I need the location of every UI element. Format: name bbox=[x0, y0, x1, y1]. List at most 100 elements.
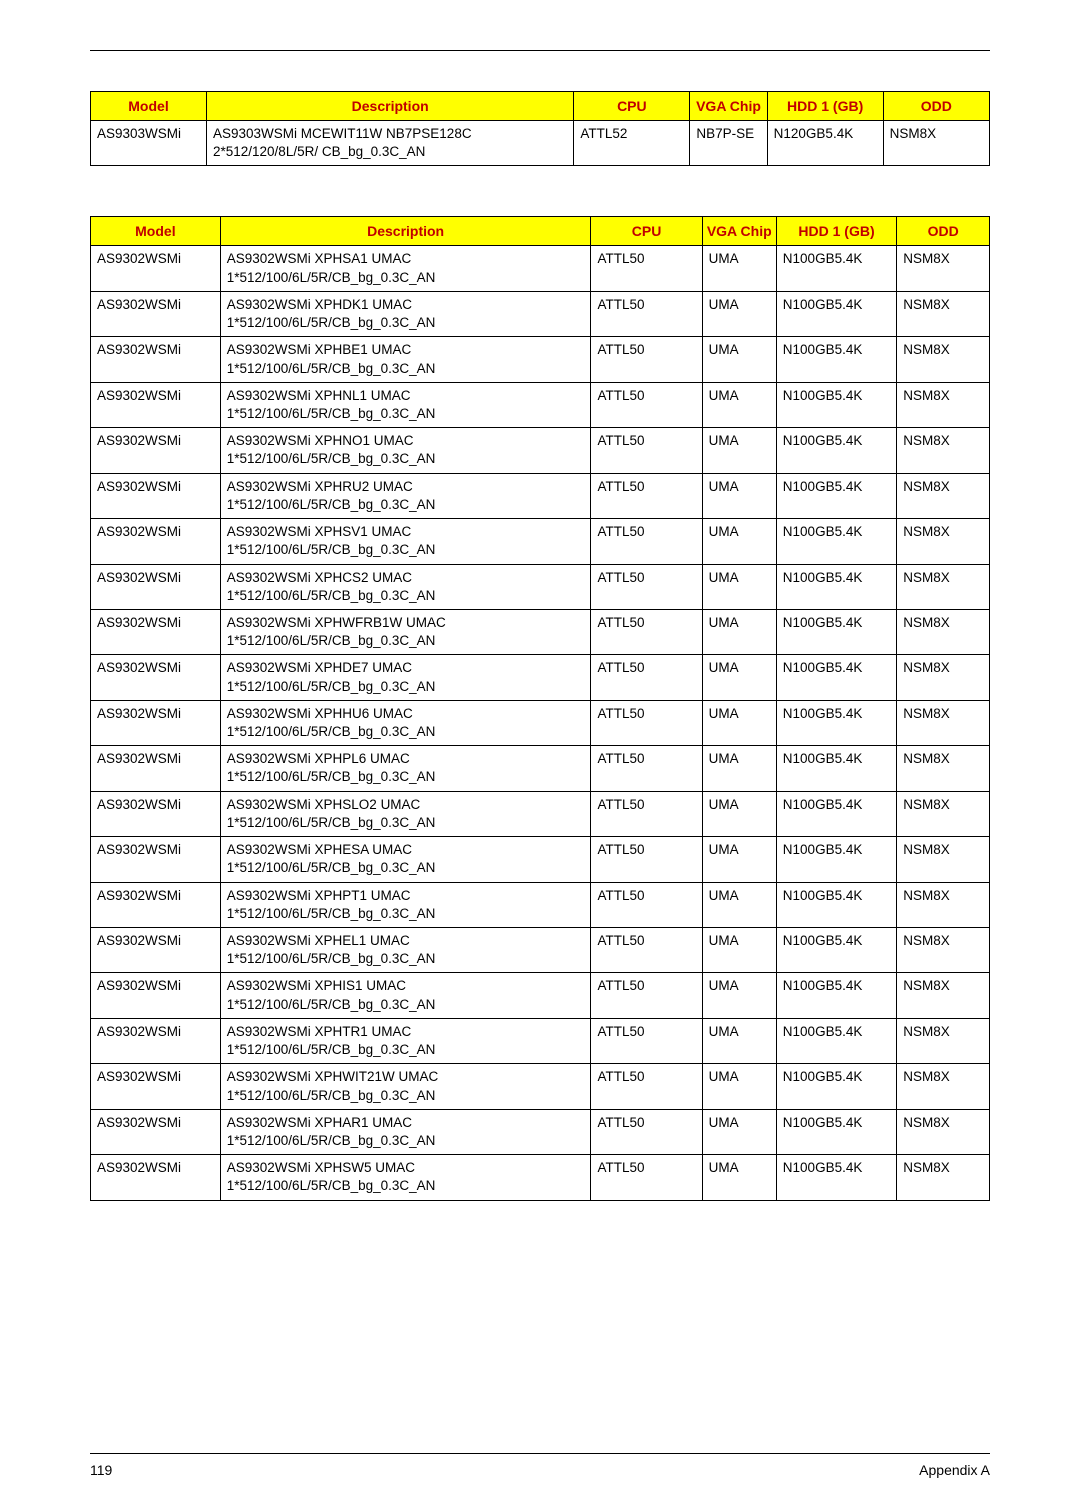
cell-model: AS9303WSMi bbox=[91, 121, 207, 166]
th-odd: ODD bbox=[897, 217, 990, 246]
cell-model: AS9302WSMi bbox=[91, 882, 221, 927]
cell-odd: NSM8X bbox=[897, 609, 990, 654]
cell-hdd: N120GB5.4K bbox=[767, 121, 883, 166]
cell-desc: AS9302WSMi XPHDE7 UMAC 1*512/100/6L/5R/C… bbox=[220, 655, 591, 700]
cell-desc: AS9302WSMi XPHAR1 UMAC 1*512/100/6L/5R/C… bbox=[220, 1109, 591, 1154]
table-row: AS9302WSMiAS9302WSMi XPHSW5 UMAC 1*512/1… bbox=[91, 1155, 990, 1200]
cell-cpu: ATTL50 bbox=[591, 1064, 702, 1109]
cell-odd: NSM8X bbox=[897, 564, 990, 609]
cell-odd: NSM8X bbox=[897, 655, 990, 700]
table-row: AS9302WSMiAS9302WSMi XPHWFRB1W UMAC 1*51… bbox=[91, 609, 990, 654]
appendix-label: Appendix A bbox=[919, 1462, 990, 1478]
cell-vga: UMA bbox=[702, 791, 776, 836]
cell-desc: AS9302WSMi XPHSLO2 UMAC 1*512/100/6L/5R/… bbox=[220, 791, 591, 836]
cell-model: AS9302WSMi bbox=[91, 473, 221, 518]
cell-model: AS9302WSMi bbox=[91, 1109, 221, 1154]
cell-model: AS9302WSMi bbox=[91, 246, 221, 291]
table-row: AS9302WSMiAS9302WSMi XPHCS2 UMAC 1*512/1… bbox=[91, 564, 990, 609]
cell-hdd: N100GB5.4K bbox=[776, 1064, 896, 1109]
table-row: AS9302WSMiAS9302WSMi XPHNL1 UMAC 1*512/1… bbox=[91, 382, 990, 427]
cell-vga: NB7P-SE bbox=[690, 121, 767, 166]
cell-model: AS9302WSMi bbox=[91, 1018, 221, 1063]
cell-vga: UMA bbox=[702, 746, 776, 791]
cell-cpu: ATTL50 bbox=[591, 473, 702, 518]
th-cpu: CPU bbox=[591, 217, 702, 246]
table-1: Model Description CPU VGA Chip HDD 1 (GB… bbox=[90, 91, 990, 166]
cell-hdd: N100GB5.4K bbox=[776, 519, 896, 564]
cell-cpu: ATTL50 bbox=[591, 564, 702, 609]
cell-cpu: ATTL50 bbox=[591, 928, 702, 973]
cell-cpu: ATTL50 bbox=[591, 246, 702, 291]
cell-model: AS9302WSMi bbox=[91, 564, 221, 609]
cell-cpu: ATTL50 bbox=[591, 882, 702, 927]
table-2: Model Description CPU VGA Chip HDD 1 (GB… bbox=[90, 216, 990, 1200]
cell-odd: NSM8X bbox=[897, 473, 990, 518]
cell-desc: AS9302WSMi XPHPL6 UMAC 1*512/100/6L/5R/C… bbox=[220, 746, 591, 791]
cell-hdd: N100GB5.4K bbox=[776, 837, 896, 882]
cell-desc: AS9302WSMi XPHNL1 UMAC 1*512/100/6L/5R/C… bbox=[220, 382, 591, 427]
cell-vga: UMA bbox=[702, 382, 776, 427]
cell-hdd: N100GB5.4K bbox=[776, 246, 896, 291]
table-row: AS9302WSMiAS9302WSMi XPHHU6 UMAC 1*512/1… bbox=[91, 700, 990, 745]
th-cpu: CPU bbox=[574, 92, 690, 121]
cell-odd: NSM8X bbox=[897, 382, 990, 427]
cell-desc: AS9302WSMi XPHRU2 UMAC 1*512/100/6L/5R/C… bbox=[220, 473, 591, 518]
table-row: AS9302WSMiAS9302WSMi XPHNO1 UMAC 1*512/1… bbox=[91, 428, 990, 473]
cell-hdd: N100GB5.4K bbox=[776, 564, 896, 609]
table-row: AS9302WSMiAS9302WSMi XPHDE7 UMAC 1*512/1… bbox=[91, 655, 990, 700]
cell-desc: AS9302WSMi XPHSW5 UMAC 1*512/100/6L/5R/C… bbox=[220, 1155, 591, 1200]
cell-cpu: ATTL50 bbox=[591, 746, 702, 791]
cell-cpu: ATTL50 bbox=[591, 428, 702, 473]
cell-cpu: ATTL50 bbox=[591, 291, 702, 336]
cell-cpu: ATTL50 bbox=[591, 1018, 702, 1063]
cell-hdd: N100GB5.4K bbox=[776, 1155, 896, 1200]
cell-desc: AS9302WSMi XPHHU6 UMAC 1*512/100/6L/5R/C… bbox=[220, 700, 591, 745]
page-number: 119 bbox=[90, 1462, 112, 1478]
cell-model: AS9302WSMi bbox=[91, 1064, 221, 1109]
cell-hdd: N100GB5.4K bbox=[776, 655, 896, 700]
cell-vga: UMA bbox=[702, 564, 776, 609]
cell-hdd: N100GB5.4K bbox=[776, 700, 896, 745]
cell-desc: AS9302WSMi XPHCS2 UMAC 1*512/100/6L/5R/C… bbox=[220, 564, 591, 609]
cell-cpu: ATTL52 bbox=[574, 121, 690, 166]
cell-hdd: N100GB5.4K bbox=[776, 1109, 896, 1154]
cell-model: AS9302WSMi bbox=[91, 428, 221, 473]
cell-vga: UMA bbox=[702, 1064, 776, 1109]
cell-vga: UMA bbox=[702, 473, 776, 518]
cell-vga: UMA bbox=[702, 246, 776, 291]
cell-cpu: ATTL50 bbox=[591, 1109, 702, 1154]
cell-vga: UMA bbox=[702, 428, 776, 473]
cell-desc: AS9302WSMi XPHEL1 UMAC 1*512/100/6L/5R/C… bbox=[220, 928, 591, 973]
table-row: AS9302WSMiAS9302WSMi XPHTR1 UMAC 1*512/1… bbox=[91, 1018, 990, 1063]
cell-desc: AS9302WSMi XPHSA1 UMAC 1*512/100/6L/5R/C… bbox=[220, 246, 591, 291]
cell-odd: NSM8X bbox=[897, 428, 990, 473]
cell-vga: UMA bbox=[702, 609, 776, 654]
cell-vga: UMA bbox=[702, 928, 776, 973]
cell-model: AS9302WSMi bbox=[91, 519, 221, 564]
cell-model: AS9302WSMi bbox=[91, 655, 221, 700]
cell-hdd: N100GB5.4K bbox=[776, 382, 896, 427]
th-hdd: HDD 1 (GB) bbox=[767, 92, 883, 121]
cell-cpu: ATTL50 bbox=[591, 519, 702, 564]
cell-model: AS9302WSMi bbox=[91, 791, 221, 836]
cell-odd: NSM8X bbox=[897, 746, 990, 791]
table-row: AS9302WSMiAS9302WSMi XPHIS1 UMAC 1*512/1… bbox=[91, 973, 990, 1018]
cell-hdd: N100GB5.4K bbox=[776, 337, 896, 382]
th-hdd: HDD 1 (GB) bbox=[776, 217, 896, 246]
cell-vga: UMA bbox=[702, 519, 776, 564]
th-vga: VGA Chip bbox=[702, 217, 776, 246]
table-row: AS9302WSMiAS9302WSMi XPHSLO2 UMAC 1*512/… bbox=[91, 791, 990, 836]
cell-cpu: ATTL50 bbox=[591, 1155, 702, 1200]
cell-hdd: N100GB5.4K bbox=[776, 1018, 896, 1063]
cell-odd: NSM8X bbox=[897, 337, 990, 382]
cell-hdd: N100GB5.4K bbox=[776, 746, 896, 791]
cell-cpu: ATTL50 bbox=[591, 337, 702, 382]
th-odd: ODD bbox=[883, 92, 989, 121]
cell-desc: AS9302WSMi XPHWIT21W UMAC 1*512/100/6L/5… bbox=[220, 1064, 591, 1109]
cell-model: AS9302WSMi bbox=[91, 609, 221, 654]
cell-odd: NSM8X bbox=[897, 519, 990, 564]
cell-hdd: N100GB5.4K bbox=[776, 291, 896, 336]
th-model: Model bbox=[91, 92, 207, 121]
cell-model: AS9302WSMi bbox=[91, 928, 221, 973]
table-row: AS9302WSMiAS9302WSMi XPHWIT21W UMAC 1*51… bbox=[91, 1064, 990, 1109]
